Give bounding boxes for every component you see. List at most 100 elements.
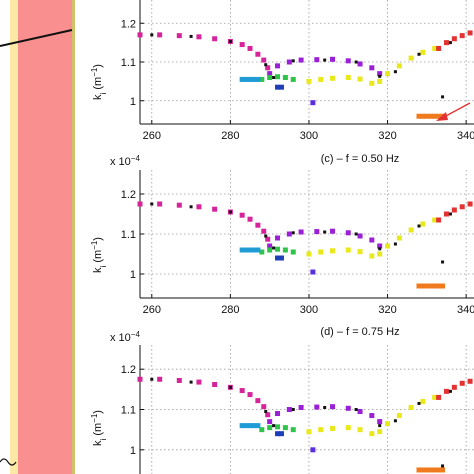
data-point-series-1 [314, 229, 320, 235]
data-point-series-9 [323, 230, 327, 234]
data-point-series-9 [441, 464, 445, 468]
data-point-series-3 [385, 421, 391, 427]
data-point-series-7 [310, 447, 316, 453]
data-point-series-9 [323, 58, 327, 62]
panel-bottom: x 10−4 (d) – f = 0.75 Hz 1 1.1 1.2 ki (m−1… [90, 326, 474, 474]
data-point-series-0 [239, 212, 245, 218]
data-point-series-1 [357, 233, 363, 239]
data-point-series-3 [420, 49, 426, 55]
data-point-series-9 [272, 76, 276, 79]
annotation-arrow-line [443, 102, 471, 118]
data-point-series-1 [330, 228, 336, 234]
data-point-series-3 [306, 78, 312, 84]
data-point-series-4 [436, 394, 442, 400]
data-point-series-8 [432, 283, 438, 289]
x-tick-label: 260 [143, 130, 161, 142]
data-point-series-5 [239, 423, 245, 429]
data-point-series-3 [357, 249, 363, 255]
data-point-series-8 [416, 467, 422, 473]
data-point-series-3 [306, 429, 312, 435]
data-point-series-8 [432, 113, 438, 119]
y-tick-label: 1.2 [121, 189, 136, 201]
left-strip-squiggle [0, 458, 17, 466]
data-point-series-6 [278, 431, 284, 437]
data-point-series-6 [278, 255, 284, 261]
data-point-series-2 [267, 247, 273, 253]
data-point-series-8 [416, 113, 422, 119]
data-point-series-0 [265, 65, 271, 71]
panel-bottom-marks [137, 376, 473, 473]
data-point-series-1 [345, 58, 351, 64]
data-point-series-4 [451, 384, 457, 390]
data-point-series-9 [189, 205, 193, 209]
panel-top-y-label: ki (m−1) [90, 64, 108, 100]
data-point-series-0 [196, 34, 202, 40]
data-point-series-9 [150, 33, 154, 37]
data-point-series-1 [369, 237, 375, 243]
panel-top-ticks: 1 1.1 1.2 260 280 300 320 340 [121, 18, 474, 142]
data-point-series-3 [408, 227, 414, 233]
data-point-series-3 [369, 253, 375, 259]
data-point-series-4 [451, 36, 457, 42]
data-point-series-8 [428, 283, 434, 289]
data-point-series-1 [369, 65, 375, 71]
data-point-series-3 [377, 429, 383, 435]
y-tick-label: 1 [130, 96, 136, 108]
data-point-series-9 [448, 41, 452, 45]
data-point-series-9 [393, 70, 397, 74]
data-point-series-5 [243, 423, 249, 429]
panel-bottom-scale-exponent: −4 [131, 330, 141, 339]
data-point-series-1 [286, 231, 292, 237]
data-point-series-5 [251, 76, 257, 82]
annotation-arrow [436, 102, 471, 121]
data-point-series-7 [310, 100, 316, 106]
data-point-series-8 [420, 113, 426, 119]
data-point-series-1 [345, 230, 351, 236]
data-point-series-9 [264, 234, 268, 238]
data-point-series-4 [443, 40, 449, 46]
y-tick-label: 1 [130, 445, 136, 457]
data-point-series-3 [420, 221, 426, 227]
data-point-series-6 [275, 84, 281, 90]
y-tick-label: 1.1 [121, 57, 136, 69]
data-point-series-2 [275, 74, 281, 80]
data-point-series-2 [267, 425, 273, 431]
data-point-series-9 [264, 63, 268, 67]
data-point-series-3 [345, 247, 351, 253]
data-point-series-3 [377, 78, 383, 84]
x-tick-label: 340 [457, 304, 474, 316]
panel-top-frame [139, 0, 474, 125]
data-point-series-8 [420, 467, 426, 473]
data-point-series-5 [255, 76, 261, 82]
data-point-series-0 [255, 398, 261, 404]
data-point-series-0 [157, 201, 163, 207]
panel-bottom-frame [139, 345, 474, 474]
data-point-series-5 [247, 247, 253, 253]
data-point-series-1 [377, 419, 383, 425]
data-point-series-3 [396, 63, 402, 69]
data-point-series-1 [298, 57, 304, 63]
data-point-series-5 [239, 247, 245, 253]
y-tick-label: 1.2 [121, 18, 136, 30]
data-point-series-6 [278, 84, 284, 90]
data-point-series-1 [377, 243, 383, 249]
data-point-series-9 [441, 260, 445, 264]
data-point-series-0 [137, 32, 143, 38]
data-point-series-8 [440, 283, 446, 289]
data-point-series-0 [255, 51, 261, 57]
data-point-series-9 [417, 224, 421, 228]
data-point-series-5 [255, 423, 261, 429]
data-point-series-9 [323, 405, 327, 409]
data-point-series-8 [440, 467, 446, 473]
data-point-series-0 [212, 206, 218, 212]
data-point-series-0 [176, 33, 182, 39]
data-point-series-9 [354, 408, 358, 411]
data-point-series-9 [228, 39, 232, 43]
x-tick-label: 320 [378, 304, 396, 316]
data-point-series-5 [239, 76, 245, 82]
data-point-series-0 [261, 404, 267, 410]
panel-middle-frame [139, 170, 474, 299]
plot-background [140, 0, 474, 124]
data-point-series-3 [408, 404, 414, 410]
